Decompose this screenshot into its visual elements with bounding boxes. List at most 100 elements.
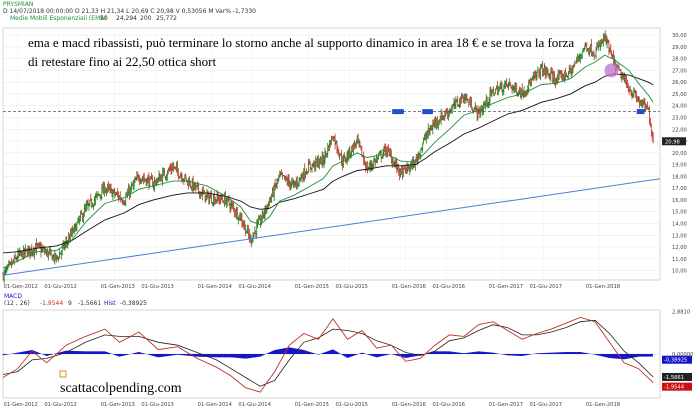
price-bar (210, 190, 213, 204)
price-time-tick-label: 01-Gen-2014 (198, 284, 233, 290)
macd-value-badge (662, 382, 692, 391)
price-tick-label: 16,00 (672, 198, 687, 204)
price-time-tick-label: 01-Giu-2016 (432, 284, 465, 290)
macd-time-tick-label: 01-Gen-2012 (4, 402, 38, 408)
macd-tick-label: 0,00000 (672, 352, 693, 358)
macd-signal-line (2, 319, 654, 387)
macd-hist-label: Hist (104, 300, 116, 307)
price-tick-label: 13,00 (672, 233, 687, 239)
price-tick-label: 23,00 (672, 115, 687, 121)
annotation-line-1: ema e macd ribassisti, può terminare lo … (28, 35, 574, 50)
macd-time-tick-label: 01-Gen-2015 (295, 402, 329, 408)
price-time-tick-label: 01-Gen-2018 (586, 284, 620, 290)
macd-lines (2, 316, 654, 393)
price-bar (618, 64, 621, 71)
price-tick-label: 26,00 (672, 80, 687, 86)
price-bar (50, 248, 53, 255)
macd-name: MACD (4, 293, 22, 300)
macd-badge-label: -1,5661 (664, 375, 684, 381)
price-bar (536, 66, 539, 72)
price-bar (366, 160, 369, 174)
ema-legend-name: Medie Mobili Esponenziali (EMA) (10, 15, 107, 22)
price-bar (184, 173, 187, 180)
last-price-badge (662, 137, 686, 146)
price-bar (55, 254, 58, 263)
price-bar (75, 221, 78, 231)
price-axis: 10,00 11,00 12,00 13,00 14,00 15,00 16,00 17,00… (672, 33, 687, 275)
price-tick-label: 24,00 (672, 104, 687, 110)
resistance-band-marker (422, 109, 433, 115)
price-bar (56, 255, 59, 260)
price-time-tick-label: 01-Giu-2015 (335, 284, 368, 290)
price-bar (466, 98, 469, 101)
macd-time-tick-label: 01-Gen-2017 (489, 402, 523, 408)
price-time-tick-label: 01-Gen-2015 (295, 284, 329, 290)
watermark: scattacolpending.com (60, 381, 182, 396)
macd-time-tick-label: 01-Giu-2014 (238, 402, 271, 408)
price-bar (244, 224, 247, 237)
price-tick-label: 12,00 (672, 245, 687, 251)
price-tick-label: 18,00 (672, 174, 687, 180)
resistance-band-marker (636, 109, 645, 115)
ema-legend-v2: 25,772 (156, 15, 177, 22)
price-bar (421, 142, 424, 153)
macd-histogram (2, 347, 653, 360)
ema-200-line (2, 73, 654, 254)
price-time-tick-label: 01-Gen-2013 (101, 284, 135, 290)
price-time-tick-label: 01-Giu-2017 (530, 284, 563, 290)
symbol-title: PRYSMIAN (3, 1, 33, 8)
price-tick-label: 11,00 (672, 257, 687, 263)
price-bar (509, 81, 512, 87)
macd-time-axis: 01-Gen-2012 01-Giu-2012 01-Gen-2013 01-Giu-… (4, 402, 621, 408)
macd-value: -1,9544 (40, 300, 63, 307)
price-tick-label: 28,00 (672, 57, 687, 63)
price-bar (535, 71, 538, 81)
price-tick-label: 30,00 (672, 33, 687, 39)
ema-50-line (2, 54, 654, 269)
price-tick-label: 25,00 (672, 92, 687, 98)
price-time-tick-label: 01-Gen-2012 (4, 284, 38, 290)
price-markers: 20,98 (392, 63, 686, 146)
ohlc-readout: D 14/07/2018 00:00:00 O 21,33 H 21,34 L … (3, 8, 256, 15)
price-bar (163, 168, 166, 177)
macd-params: (12 , 26) (4, 300, 30, 307)
last-price-label: 20,98 (665, 139, 680, 145)
price-bar (494, 89, 497, 94)
watermark-marker (59, 370, 67, 378)
macd-tick-label: 2,8810 (672, 310, 690, 316)
macd-time-tick-label: 01-Giu-2016 (432, 402, 465, 408)
price-time-tick-label: 01-Giu-2014 (238, 284, 271, 290)
price-bar (253, 226, 256, 234)
price-bar (401, 165, 404, 180)
ema-legend-p2: 200 (140, 15, 152, 22)
macd-time-tick-label: 01-Giu-2017 (530, 402, 563, 408)
price-lines (2, 54, 661, 276)
macd-time-tick-label: 01-Giu-2015 (335, 402, 368, 408)
macd-time-tick-label: 01-Gen-2018 (586, 402, 620, 408)
macd-signal-value: -1,5661 (78, 300, 101, 307)
annotation-line-2: di retestare fino ai 22,50 ottica short (28, 54, 216, 69)
price-time-tick-label: 01-Giu-2012 (44, 284, 77, 290)
price-bar (629, 85, 632, 91)
price-bar (467, 100, 470, 108)
macd-time-tick-label: 01-Giu-2013 (141, 402, 174, 408)
macd-panel: 2,8810 0,00000-0,38925 -1,5661 -1,9544 01-G… (2, 309, 693, 408)
price-tick-label: 15,00 (672, 210, 687, 216)
highlight-circle (604, 63, 619, 78)
price-tick-label: 29,00 (672, 45, 687, 51)
price-bar (652, 131, 655, 144)
price-time-axis: 01-Gen-2012 01-Giu-2012 01-Gen-2013 01-Giu-… (4, 284, 621, 290)
macd-hist-value: -0,38925 (120, 300, 147, 307)
price-panel: 10,00 11,00 12,00 13,00 14,00 15,00 16,00 17,00… (2, 27, 687, 290)
ema-legend-v1: 24,294 (116, 15, 137, 22)
price-tick-label: 19,00 (672, 163, 687, 169)
macd-signal-period: 9 (68, 300, 72, 307)
price-bar (558, 69, 561, 80)
macd-time-tick-label: 01-Giu-2012 (44, 402, 77, 408)
price-time-tick-label: 01-Giu-2013 (141, 284, 174, 290)
macd-time-tick-label: 01-Gen-2014 (198, 402, 233, 408)
price-bar (261, 209, 264, 222)
macd-line (2, 316, 654, 393)
price-tick-label: 14,00 (672, 221, 687, 227)
resistance-band-marker (392, 109, 404, 115)
